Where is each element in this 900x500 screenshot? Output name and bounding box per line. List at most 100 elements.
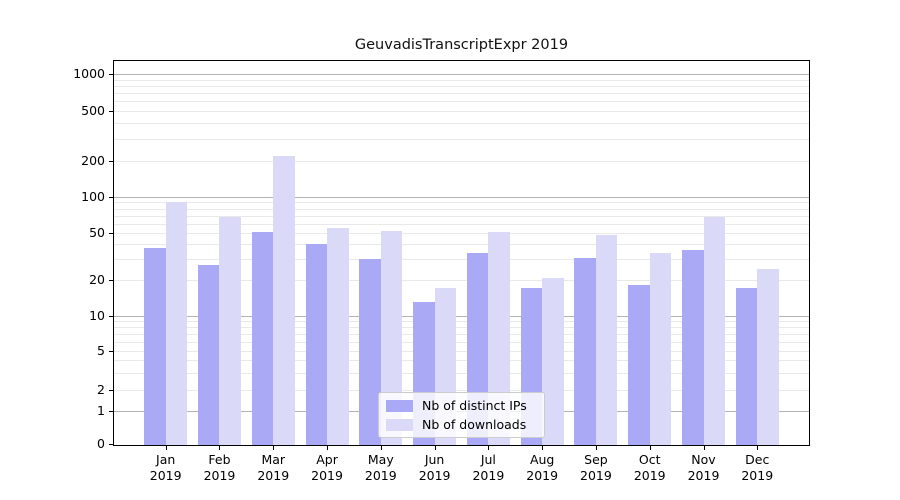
- x-tick-label: Dec 2019: [741, 452, 774, 483]
- x-tick-mark: [380, 446, 382, 450]
- x-tick-label: Feb 2019: [203, 452, 236, 483]
- y-tick-label: 500: [81, 103, 105, 118]
- x-tick-label: Mar 2019: [257, 452, 290, 483]
- minor-gridline: [114, 334, 809, 335]
- x-tick-label: Apr 2019: [311, 452, 343, 483]
- bar-distinct-ips-dec: [735, 288, 758, 445]
- x-tick-mark: [542, 446, 544, 450]
- bar-downloads-nov: [703, 217, 725, 445]
- chart-title: GeuvadisTranscriptExpr 2019: [354, 37, 569, 53]
- minor-gridline: [114, 111, 809, 112]
- y-tick-mark: [109, 197, 113, 198]
- y-tick-mark: [109, 316, 113, 317]
- minor-gridline: [114, 79, 809, 81]
- x-tick-mark: [219, 446, 221, 450]
- bar-downloads-sep: [595, 235, 618, 445]
- y-tick-label: 1000: [73, 66, 105, 81]
- y-tick-mark: [109, 280, 113, 281]
- bar-distinct-ips-may: [359, 259, 381, 445]
- x-tick-mark: [165, 446, 167, 450]
- bar-distinct-ips-nov: [682, 249, 704, 445]
- x-tick-mark: [649, 446, 651, 450]
- y-tick-label: 200: [81, 153, 105, 168]
- bar-downloads-aug: [542, 277, 564, 445]
- y-tick-label: 50: [89, 225, 105, 240]
- y-tick-mark: [109, 111, 113, 112]
- x-tick-label: Aug 2019: [526, 452, 559, 483]
- minor-gridline: [114, 351, 809, 352]
- x-tick-label: Oct 2019: [633, 452, 666, 483]
- minor-gridline: [114, 244, 809, 246]
- legend-swatch-distinct-ips: [386, 399, 413, 412]
- y-tick-mark: [109, 74, 113, 75]
- minor-gridline: [114, 259, 809, 261]
- x-tick-mark: [327, 446, 329, 450]
- x-tick-label: Jul 2019: [472, 452, 505, 483]
- y-tick-label: 2: [97, 382, 105, 397]
- major-gridline: [114, 316, 809, 317]
- minor-gridline: [114, 327, 809, 329]
- y-tick-mark: [109, 233, 113, 234]
- bar-distinct-ips-feb: [197, 264, 220, 445]
- major-gridline: [114, 74, 809, 75]
- minor-gridline: [114, 233, 809, 234]
- y-tick-label: 5: [97, 343, 105, 358]
- y-tick-mark: [109, 390, 113, 391]
- bar-downloads-may: [380, 230, 403, 445]
- x-tick-label: Jan 2019: [149, 452, 182, 483]
- x-tick-mark: [757, 446, 759, 450]
- legend-item-downloads: Nb of downloads: [386, 417, 535, 432]
- bar-distinct-ips-sep: [574, 257, 596, 445]
- x-tick-mark: [488, 446, 490, 450]
- x-tick-mark: [434, 446, 436, 450]
- bar-distinct-ips-oct: [628, 285, 650, 445]
- x-tick-label: Jun 2019: [418, 452, 451, 483]
- bar-downloads-apr: [327, 228, 349, 445]
- bar-distinct-ips-mar: [251, 231, 274, 445]
- bar-downloads-mar: [273, 155, 295, 445]
- legend-item-distinct-ips: Nb of distinct IPs: [386, 398, 535, 413]
- plot-area: Nb of distinct IPs Nb of downloads: [113, 60, 810, 446]
- legend-label-distinct-ips: Nb of distinct IPs: [422, 398, 527, 413]
- minor-gridline: [114, 93, 809, 95]
- y-tick-label: 1: [97, 403, 105, 418]
- x-tick-mark: [273, 446, 275, 450]
- y-tick-mark: [109, 444, 113, 445]
- minor-gridline: [114, 85, 809, 87]
- minor-gridline: [114, 202, 809, 204]
- y-tick-mark: [109, 161, 113, 162]
- minor-gridline: [114, 161, 809, 162]
- y-tick-label: 10: [89, 308, 105, 323]
- x-tick-label: Sep 2019: [580, 452, 612, 483]
- legend-swatch-downloads: [386, 418, 413, 431]
- minor-gridline: [114, 341, 809, 343]
- minor-gridline: [114, 101, 809, 103]
- legend: Nb of distinct IPs Nb of downloads: [378, 392, 545, 438]
- minor-gridline: [114, 372, 809, 374]
- x-tick-label: Nov 2019: [687, 452, 720, 483]
- y-tick-mark: [109, 351, 113, 352]
- x-tick-mark: [595, 446, 597, 450]
- minor-gridline: [114, 360, 809, 362]
- minor-gridline: [114, 208, 809, 210]
- bar-distinct-ips-jan: [144, 248, 166, 445]
- minor-gridline: [114, 223, 809, 225]
- minor-gridline: [114, 390, 809, 391]
- y-tick-label: 100: [81, 189, 105, 204]
- bar-downloads-jul: [488, 231, 510, 445]
- bar-downloads-jan: [165, 201, 188, 445]
- x-tick-label: May 2019: [364, 452, 397, 483]
- minor-gridline: [114, 280, 809, 281]
- minor-gridline: [114, 138, 809, 140]
- bar-distinct-ips-apr: [305, 244, 328, 445]
- minor-gridline: [114, 321, 809, 323]
- bar-downloads-feb: [219, 217, 241, 445]
- bar-downloads-dec: [757, 268, 779, 445]
- y-tick-label: 0: [97, 436, 105, 451]
- major-gridline: [114, 197, 809, 198]
- y-tick-label: 20: [89, 272, 105, 287]
- y-tick-mark: [109, 411, 113, 412]
- minor-gridline: [114, 215, 809, 217]
- minor-gridline: [114, 123, 809, 125]
